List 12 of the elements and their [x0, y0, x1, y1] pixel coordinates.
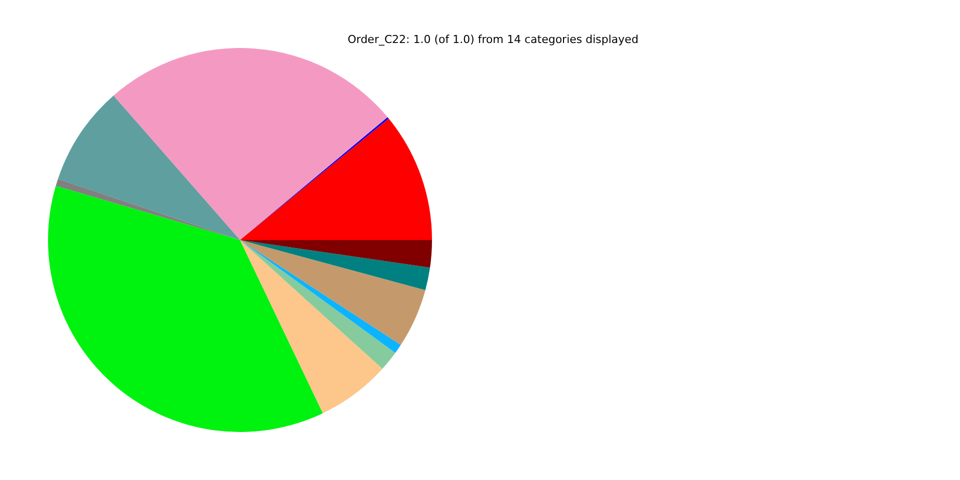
pie-slice [113, 48, 388, 240]
pie-slice [58, 96, 240, 240]
pie-slice [240, 240, 401, 353]
pie-slice [240, 240, 432, 268]
pie-slice [240, 240, 382, 414]
pie-slice [240, 240, 430, 290]
pie-slice [240, 240, 396, 369]
pie-slice [240, 240, 426, 345]
pie-slice [56, 178, 240, 240]
pie-slice [240, 118, 432, 240]
text: Order_C22: 1.0 (of 1.0) from 14 categories displayed [348, 33, 638, 46]
pie-slice [48, 186, 323, 432]
